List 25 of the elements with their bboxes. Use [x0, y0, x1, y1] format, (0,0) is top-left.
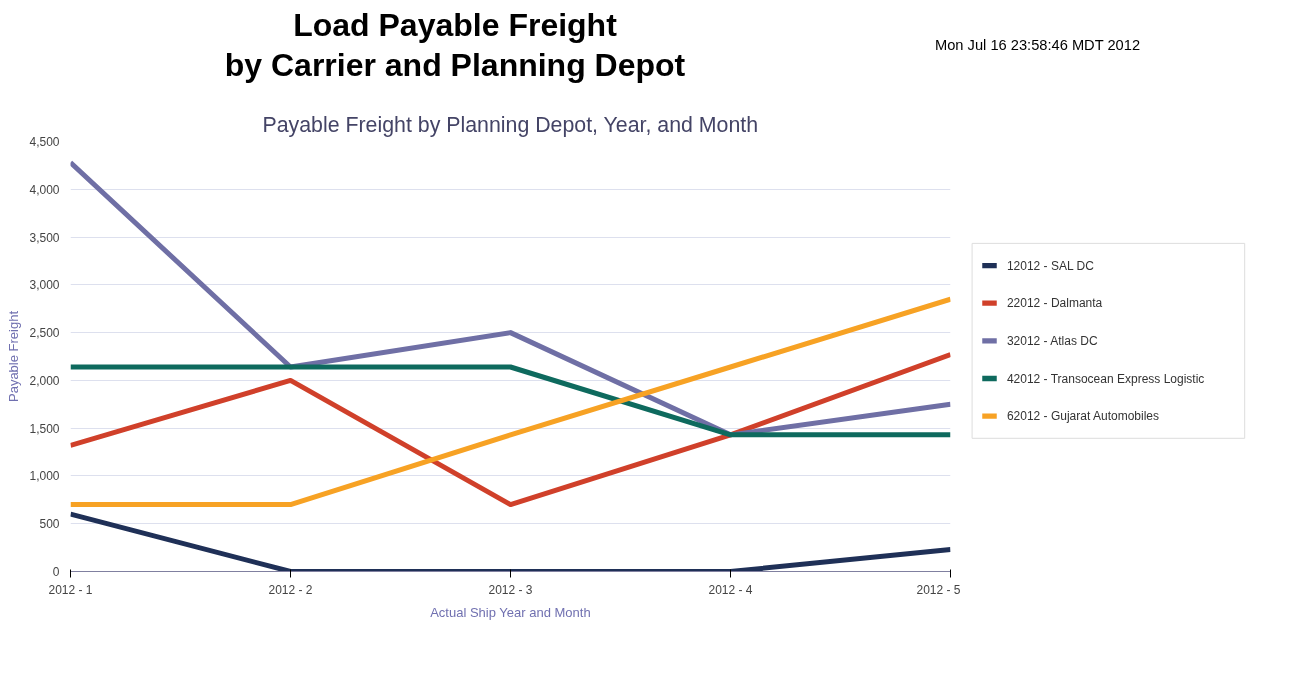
y-tick-label: 2,000 — [29, 373, 60, 388]
x-tick-label: 2012 - 4 — [708, 582, 753, 597]
x-axis-title: Actual Ship Year and Month — [430, 604, 591, 620]
legend-label: 12012 - SAL DC — [1006, 258, 1095, 273]
y-tick-label: 2,500 — [29, 326, 60, 341]
legend-label: 22012 - Dalmanta — [1006, 296, 1103, 311]
legend-label: 62012 - Gujarat Automobiles — [1006, 409, 1159, 424]
y-tick-label: 4,000 — [29, 182, 60, 197]
y-tick-label: 0 — [52, 565, 60, 579]
x-tick-label: 2012 - 2 — [268, 582, 313, 597]
x-tick-label: 2012 - 3 — [488, 582, 533, 597]
text: Mon Jul 16 23:58:46 MDT 2012 — [935, 36, 1141, 55]
y-tick-label: 4,500 — [29, 135, 60, 149]
y-axis-title: Payable Freight — [6, 310, 22, 403]
legend-label: 42012 - Transocean Express Logistic — [1006, 371, 1205, 386]
y-tick-label: 1,500 — [29, 421, 60, 436]
chart-title: Load Payable Freight by Carrier and Planning Depot — [223, 6, 687, 85]
y-tick-label: 3,000 — [29, 278, 60, 293]
x-tick-label: 2012 - 5 — [916, 582, 961, 597]
y-tick-label: 1,000 — [29, 469, 60, 484]
y-tick-label: 500 — [39, 517, 60, 532]
y-tick-label: 3,500 — [29, 230, 60, 245]
chart-subtitle: Payable Freight by Planning Depot, Year, and Month — [262, 112, 759, 137]
legend-label: 32012 - Atlas DC — [1006, 333, 1098, 348]
x-tick-label: 2012 - 1 — [48, 582, 93, 597]
